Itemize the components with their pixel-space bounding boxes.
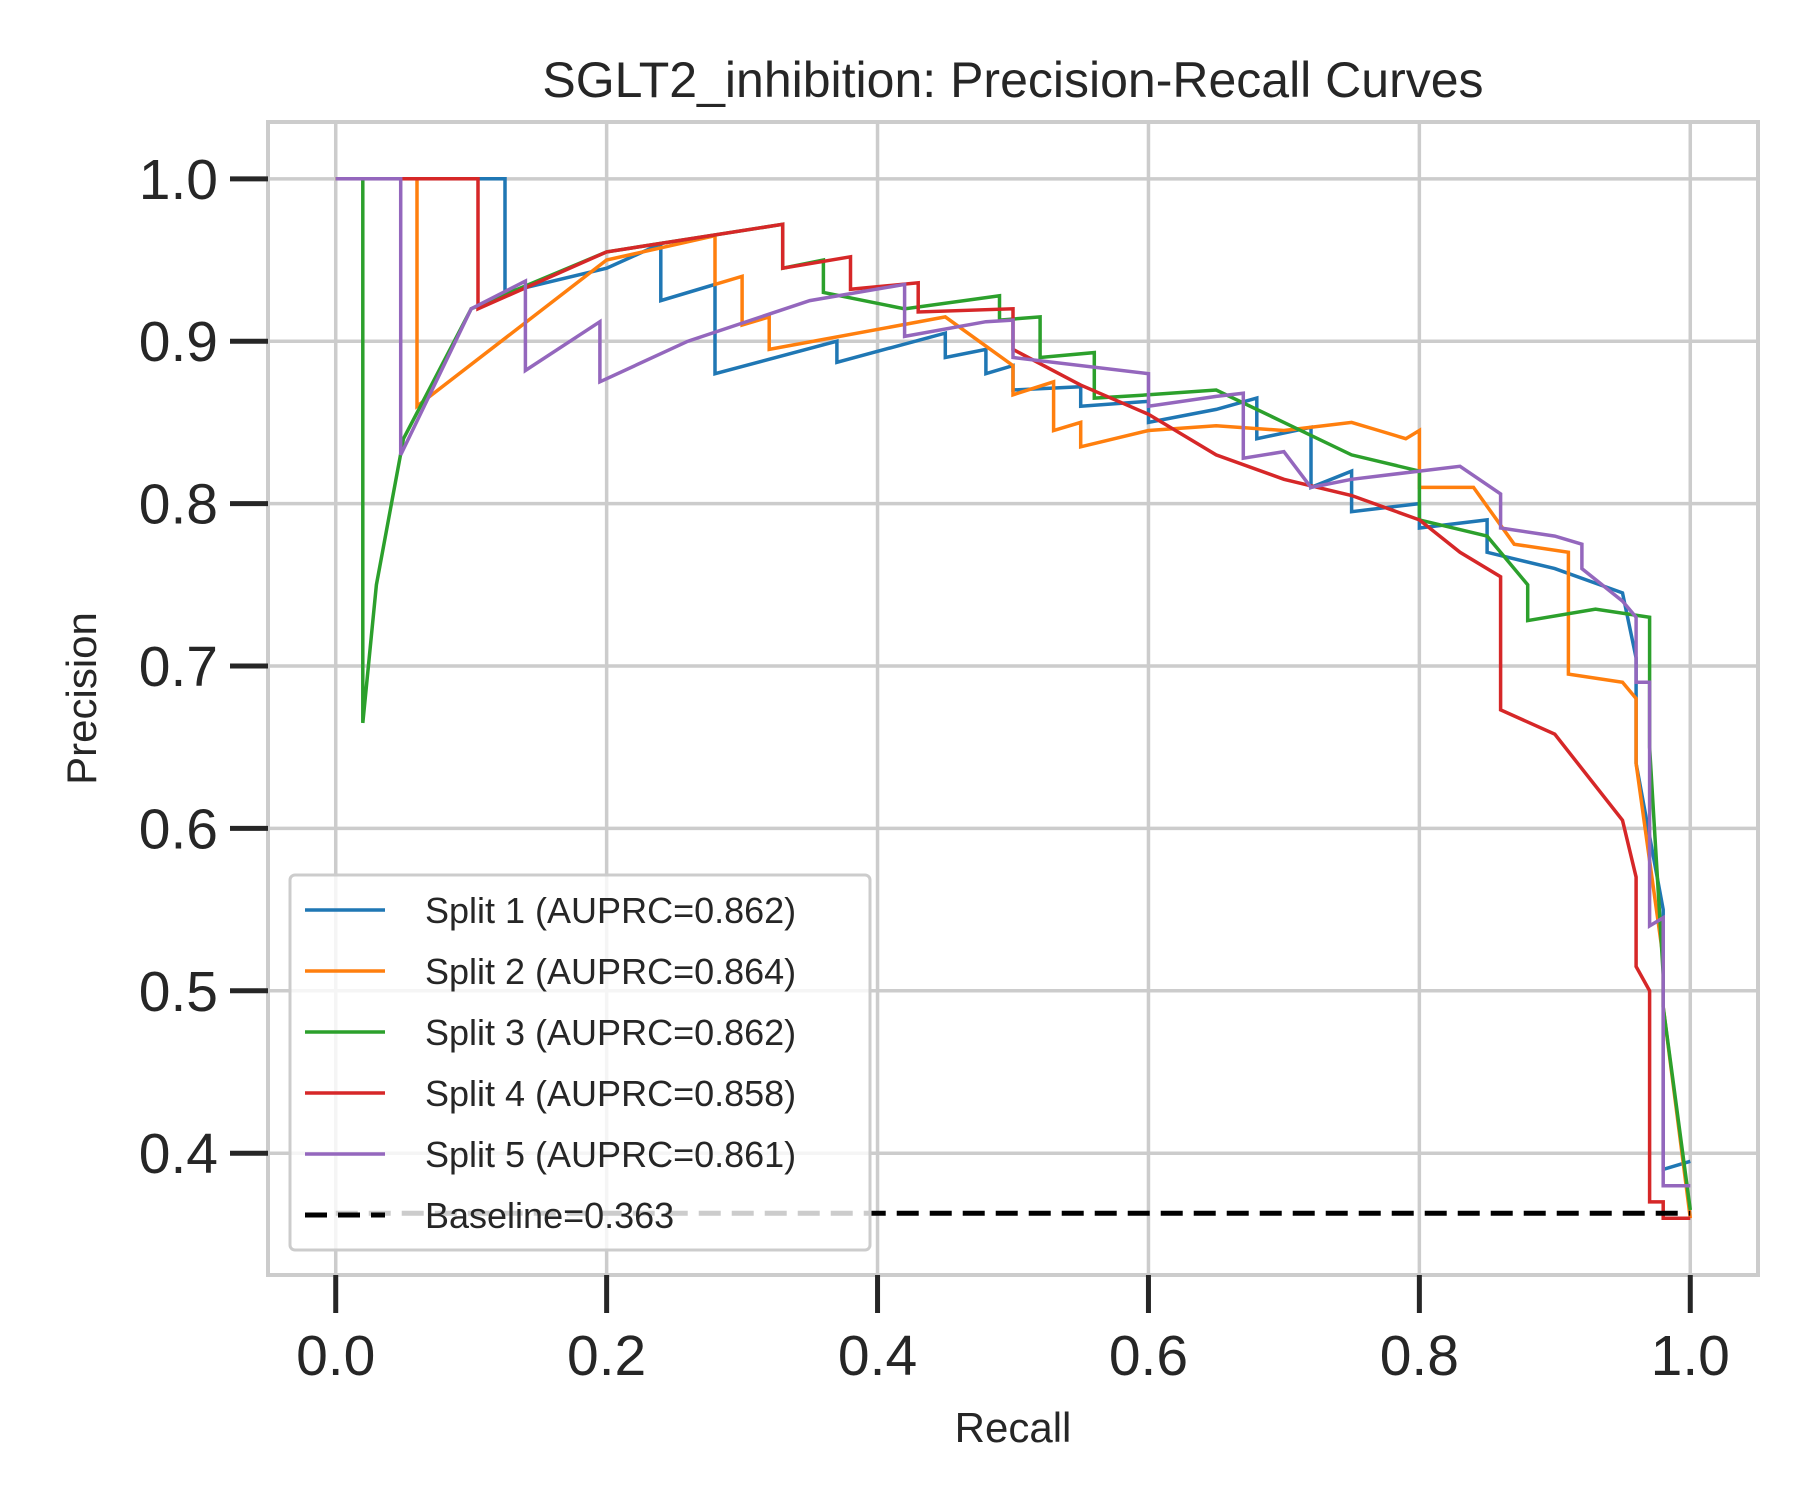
- x-tick-label: 0.8: [1380, 1324, 1459, 1388]
- series-line-split-4: [335, 177, 1691, 1220]
- legend-label: Split 2 (AUPRC=0.864): [425, 951, 796, 992]
- legend-label: Split 3 (AUPRC=0.862): [425, 1012, 796, 1053]
- chart-title: SGLT2_inhibition: Precision-Recall Curve…: [542, 52, 1483, 108]
- legend-label: Split 5 (AUPRC=0.861): [425, 1134, 796, 1175]
- x-tick-label: 0.6: [1109, 1324, 1188, 1388]
- plot-area: [335, 177, 1693, 1220]
- x-tick-label: 0.4: [838, 1324, 917, 1388]
- y-tick-label: 0.6: [139, 797, 218, 861]
- y-tick-label: 1.0: [139, 148, 218, 212]
- series-line-split-3: [335, 177, 1693, 1211]
- x-axis-title: Recall: [955, 1404, 1072, 1451]
- x-tick-label: 0.2: [567, 1324, 646, 1388]
- legend-box: [288, 873, 872, 1252]
- y-tick-label: 0.7: [139, 635, 218, 699]
- series-line-split-2: [335, 177, 1693, 1219]
- legend-label: Split 1 (AUPRC=0.862): [425, 890, 796, 931]
- plot-frame: [266, 120, 1760, 1277]
- legend: Split 1 (AUPRC=0.862) Split 2 (AUPRC=0.86…: [288, 873, 872, 1252]
- y-tick-label: 0.4: [139, 1122, 218, 1186]
- x-tick-label: 1.0: [1651, 1324, 1730, 1388]
- y-tick-label: 0.8: [139, 473, 218, 537]
- legend-label: Split 4 (AUPRC=0.858): [425, 1073, 796, 1114]
- x-tick-label: 0.0: [296, 1324, 375, 1388]
- y-tick-label: 0.9: [139, 310, 218, 374]
- y-axis-title: Precision: [58, 612, 105, 785]
- axes: 0.0 0.2 0.4 0.6 0.8 1.0 0.4 0.5 0.6 0.7 0.8 0.9 1.0: [139, 148, 1730, 1388]
- series-line-split-1: [335, 177, 1691, 1172]
- legend-label: Baseline=0.363: [425, 1195, 674, 1236]
- series-line-split-5: [335, 177, 1691, 1188]
- y-tick-label: 0.5: [139, 960, 218, 1024]
